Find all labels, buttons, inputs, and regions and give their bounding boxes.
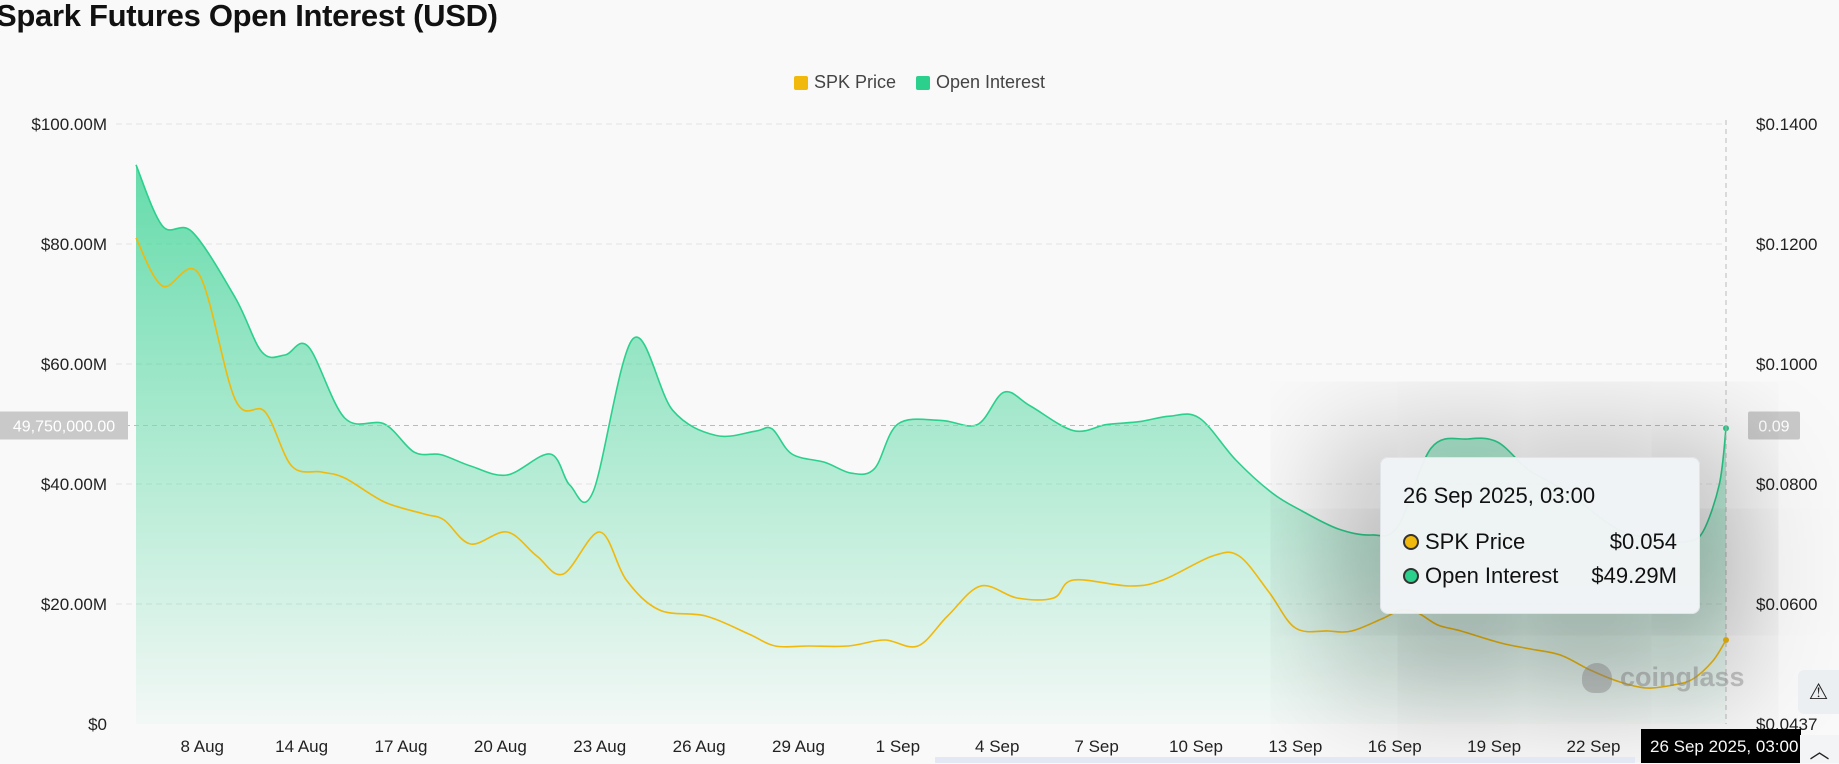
legend-swatch-spk-price — [793, 75, 808, 90]
y-left-tick-label: $20.00M — [41, 595, 107, 614]
alert-button[interactable]: ⚠ — [1798, 670, 1839, 714]
y-left-tick-label: $60.00M — [41, 355, 107, 374]
x-tick-label: 26 Aug — [673, 737, 726, 756]
y-left-tick-label: $80.00M — [41, 235, 107, 254]
alert-icon: ⚠ — [1808, 679, 1829, 704]
y-right-tick-label: $0.1000 — [1756, 355, 1817, 374]
y-right-tick-label: $0.0600 — [1756, 595, 1817, 614]
tooltip-row-spk-price: SPK Price $0.054 — [1403, 525, 1677, 559]
tooltip-dot-spk-price — [1403, 534, 1419, 550]
x-tick-label: 4 Sep — [975, 737, 1019, 756]
scroll-top-button[interactable]: ︿ — [1800, 735, 1839, 763]
legend-item-spk-price[interactable]: SPK Price — [793, 72, 896, 93]
range-slider-track[interactable] — [935, 757, 1635, 763]
x-tick-label: 19 Sep — [1467, 737, 1521, 756]
tooltip-label-open-interest: Open Interest — [1425, 563, 1559, 588]
x-tick-label: 20 Aug — [474, 737, 527, 756]
x-tick-label: 10 Sep — [1169, 737, 1223, 756]
crosshair-right-label: 0.09 — [1758, 419, 1789, 436]
crosshair-left-box — [0, 411, 128, 440]
y-left-tick-label: $100.00M — [31, 115, 107, 134]
chart-tooltip: 26 Sep 2025, 03:00 SPK Price $0.054 Open… — [1380, 457, 1700, 614]
x-tick-label: 23 Aug — [573, 737, 626, 756]
axis-layer: $0 $0.0437$20.00M $0.0600$40.00M $0.0800$60… — [31, 115, 1817, 756]
x-tick-label: 8 Aug — [181, 737, 225, 756]
crosshair-right-box — [1748, 411, 1800, 440]
legend-item-open-interest[interactable]: Open Interest — [915, 72, 1046, 93]
x-tick-label: 7 Sep — [1074, 737, 1118, 756]
x-tick-label: 13 Sep — [1268, 737, 1322, 756]
series-endpoint-spk-price — [1723, 637, 1729, 643]
x-tick-label: 29 Aug — [772, 737, 825, 756]
tooltip-value-open-interest: $49.29M — [1591, 563, 1677, 588]
legend-label-open-interest: Open Interest — [935, 72, 1046, 92]
crosshair-left-label: 49,750,000.00 — [13, 419, 115, 436]
series-area-open-interest — [136, 164, 1726, 725]
x-tick-label: 22 Sep — [1567, 737, 1621, 756]
tooltip-label-spk-price: SPK Price — [1425, 529, 1526, 554]
legend-swatch-open-interest — [915, 75, 930, 90]
tooltip-dot-open-interest — [1403, 568, 1419, 584]
y-right-tick-label: $0.0800 — [1756, 475, 1817, 494]
tooltip-row-open-interest: Open Interest $49.29M — [1403, 559, 1677, 593]
chevron-up-icon: ︿ — [1809, 740, 1830, 763]
x-tick-label: 14 Aug — [275, 737, 328, 756]
crosshair-layer: 49,750,000.00 0.09 26 Sep 2025, 03:00 — [0, 120, 1801, 763]
series-line-spk-price — [135, 237, 1727, 689]
page-title: Spark Futures Open Interest (USD) — [0, 0, 498, 33]
watermark-text: coinglass — [1620, 662, 1745, 692]
y-right-tick-label: $0.1400 — [1756, 115, 1817, 134]
legend-label-spk-price: SPK Price — [813, 72, 896, 92]
y-right-tick-label: $0.1200 — [1756, 235, 1817, 254]
x-tick-label: 17 Aug — [375, 737, 428, 756]
coinglass-logo-icon — [1582, 662, 1612, 693]
watermark: coinglass — [1582, 662, 1745, 693]
series-layer — [135, 164, 1729, 725]
chart-legend: SPK Price Open Interest — [0, 72, 1839, 93]
tooltip-date: 26 Sep 2025, 03:00 — [1403, 483, 1596, 508]
tooltip-value-spk-price: $0.054 — [1609, 529, 1677, 554]
crosshair-x-label: 26 Sep 2025, 03:00 — [1650, 737, 1798, 756]
y-left-tick-label: $0 — [88, 715, 107, 734]
crosshair-x-box — [1641, 729, 1801, 763]
x-tick-label: 1 Sep — [876, 737, 920, 756]
x-tick-label: 16 Sep — [1368, 737, 1422, 756]
y-left-tick-label: $40.00M — [41, 475, 107, 494]
